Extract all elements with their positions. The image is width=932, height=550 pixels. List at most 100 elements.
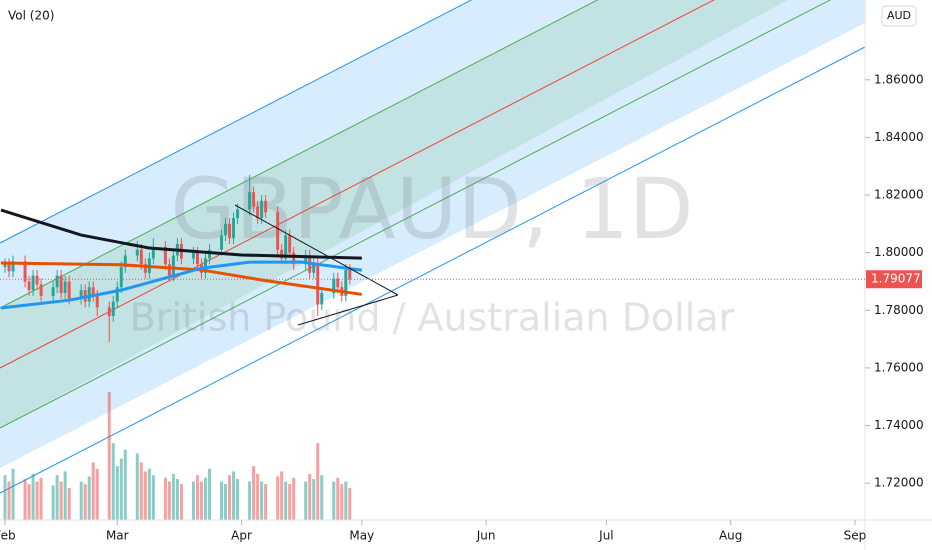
candle-body: [171, 255, 175, 276]
candle-body: [107, 307, 111, 317]
volume-bar: [55, 475, 59, 520]
y-tick-label: 1.78000: [874, 303, 924, 317]
candle-body: [264, 200, 268, 213]
volume-bar: [316, 443, 320, 520]
volume-bar: [280, 471, 284, 520]
pitchfork-line: [0, 0, 473, 244]
volume-bar: [248, 481, 252, 520]
candle-body: [207, 249, 211, 259]
y-tick-label: 1.72000: [874, 476, 924, 490]
volume-bar: [256, 473, 260, 520]
volume-bar: [171, 473, 175, 520]
x-tick-label: Apr: [231, 529, 252, 543]
candle-body: [191, 252, 195, 259]
candle-body: [288, 235, 292, 253]
currency-badge: [881, 5, 917, 27]
candle-body: [280, 249, 284, 259]
indicator-label: Vol (20): [8, 9, 54, 23]
triangle: [234, 204, 399, 326]
candle-body: [167, 264, 171, 276]
candle-body: [195, 252, 199, 265]
candle-body: [87, 287, 91, 302]
volume-bar: [207, 468, 211, 520]
moving-average: [0, 260, 363, 310]
candle-body: [39, 284, 43, 296]
volume-bar: [304, 481, 308, 520]
y-tick-label: 1.76000: [874, 360, 924, 374]
y-tick-label: 1.74000: [874, 418, 924, 432]
volume-bar: [167, 481, 171, 520]
candle-body: [292, 252, 296, 265]
candle-body: [55, 275, 59, 288]
pitchfork-line: [0, 0, 599, 309]
volume-bar: [284, 481, 288, 520]
candle-body: [59, 275, 63, 293]
candle-body: [276, 212, 280, 250]
volume-bar: [51, 485, 55, 520]
candle-body: [79, 290, 83, 299]
x-tick-label: Jun: [476, 529, 496, 543]
volume-bar: [252, 466, 256, 520]
candle-body: [27, 281, 31, 291]
y-tick-label: 1.82000: [874, 188, 924, 202]
volume-bar: [123, 449, 127, 520]
volume-bar: [228, 475, 232, 520]
currency: AUD: [887, 9, 911, 22]
pitchfork-outer-band: [0, 0, 865, 468]
x-tick-label: Jul: [598, 529, 613, 543]
candle-body: [252, 192, 256, 207]
candle-body: [316, 264, 320, 305]
volume-bar: [292, 477, 296, 520]
candle-body: [135, 249, 139, 256]
volume-bar: [67, 488, 71, 520]
candle-body: [256, 206, 260, 219]
moving-average: [0, 208, 362, 260]
candle-body: [248, 192, 252, 210]
volume-bar: [31, 473, 35, 520]
volume-bar: [35, 481, 39, 520]
candle-body: [236, 209, 240, 219]
volume-bar: [163, 477, 167, 520]
volume-bar: [91, 462, 95, 520]
volume-bar: [87, 476, 91, 520]
x-tick-label: Feb: [0, 529, 16, 543]
candle-body: [67, 281, 71, 299]
volume-bar: [119, 458, 123, 520]
volume-bar: [39, 477, 43, 520]
volume-bar: [59, 481, 63, 520]
candle-body: [320, 292, 324, 305]
volume-bar: [348, 488, 352, 520]
candle-body: [51, 287, 55, 296]
volume-bar: [3, 475, 7, 520]
candle-body: [228, 223, 232, 239]
volume-bar: [11, 468, 15, 520]
volume-bar: [139, 462, 143, 520]
x-tick-label: May: [349, 529, 374, 543]
pitchfork-median: [0, 0, 715, 369]
candle-body: [143, 264, 147, 273]
volume-bar: [151, 475, 155, 520]
candle-body: [232, 218, 236, 239]
last-price-label: 1.79077: [871, 272, 921, 286]
candle-body: [35, 275, 39, 285]
x-tick-label: Aug: [719, 529, 742, 543]
volume-bar: [332, 481, 336, 520]
pitchfork-line: [0, 46, 865, 494]
candle-body: [139, 249, 143, 265]
volume-bar: [111, 443, 115, 520]
plot: [0, 174, 363, 520]
candle-body: [344, 269, 348, 296]
candle-body: [284, 235, 288, 259]
volume-bar: [308, 473, 312, 520]
volume-bar: [220, 481, 224, 520]
volume-bar: [147, 468, 151, 520]
candle-body: [3, 264, 7, 268]
volume-bar: [336, 477, 340, 520]
pitchfork-line: [0, 0, 832, 429]
volume-bar: [191, 481, 195, 520]
candle-body: [63, 281, 67, 293]
candle-body: [23, 261, 27, 282]
candle-body: [119, 267, 123, 288]
volume-bar: [23, 479, 27, 520]
candle-body: [336, 278, 340, 288]
